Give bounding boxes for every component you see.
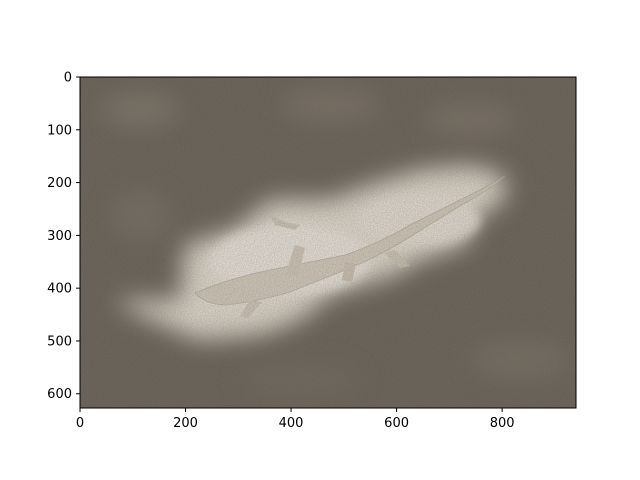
x-tick-label: 600: [384, 416, 409, 431]
y-tick-label: 200: [47, 176, 72, 191]
x-tick-label: 200: [173, 416, 198, 431]
y-tick-label: 500: [47, 334, 72, 349]
y-tick-label: 0: [64, 71, 72, 86]
axes-frame: [79, 76, 577, 409]
x-tick-label: 0: [76, 416, 84, 431]
x-tick-label: 800: [490, 416, 515, 431]
y-tick-label: 100: [47, 123, 72, 138]
photo-image: [80, 77, 576, 408]
x-tick-label: 400: [279, 416, 304, 431]
y-axis: 0 100 200 300 400 500 600: [47, 71, 80, 402]
y-tick-label: 400: [47, 282, 72, 297]
x-axis: 0 200 400 600 800: [76, 408, 515, 431]
y-tick-label: 300: [47, 229, 72, 244]
y-tick-label: 600: [47, 387, 72, 402]
